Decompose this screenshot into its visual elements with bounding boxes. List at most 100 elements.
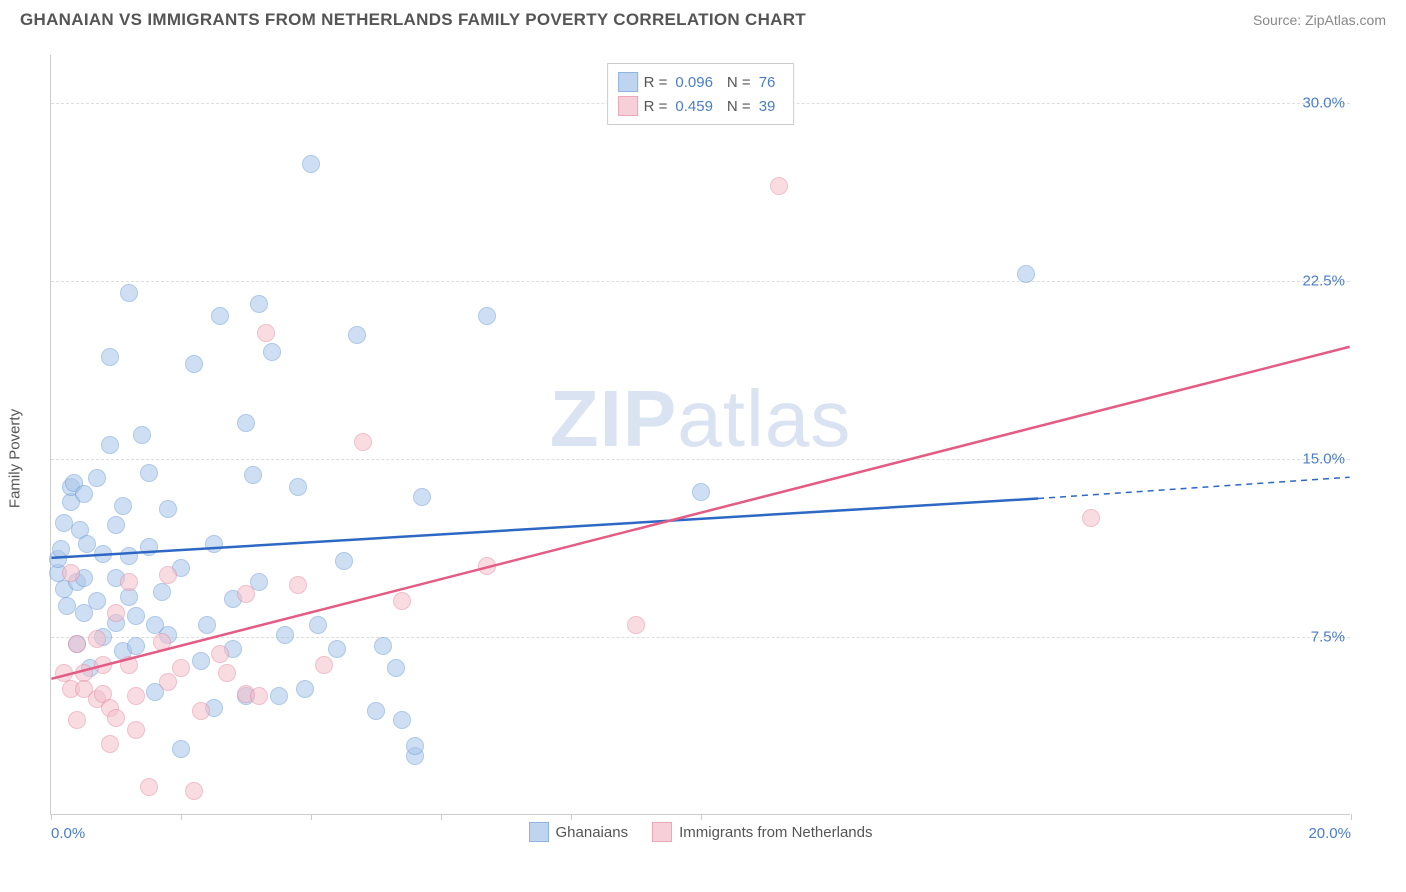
data-point (120, 573, 138, 591)
data-point (276, 626, 294, 644)
x-tick (571, 814, 572, 820)
data-point (120, 547, 138, 565)
data-point (309, 616, 327, 634)
data-point (140, 778, 158, 796)
data-point (406, 737, 424, 755)
r-label: R = (644, 74, 668, 91)
data-point (393, 711, 411, 729)
x-tick (441, 814, 442, 820)
n-label: N = (727, 74, 751, 91)
data-point (1017, 265, 1035, 283)
watermark: ZIPatlas (550, 373, 851, 465)
data-point (153, 583, 171, 601)
plot-area: ZIPatlas 7.5%15.0%22.5%30.0%0.0%20.0%R =… (50, 55, 1350, 815)
data-point (68, 711, 86, 729)
data-point (127, 721, 145, 739)
data-point (770, 177, 788, 195)
data-point (478, 307, 496, 325)
data-point (75, 664, 93, 682)
legend-stats-row: R = 0.459 N = 39 (618, 94, 784, 118)
x-tick-label: 0.0% (51, 825, 85, 842)
data-point (257, 324, 275, 342)
data-point (172, 740, 190, 758)
data-point (335, 552, 353, 570)
data-point (107, 709, 125, 727)
legend-swatch (618, 72, 638, 92)
chart-title: GHANAIAN VS IMMIGRANTS FROM NETHERLANDS … (20, 10, 806, 30)
grid-line (51, 637, 1350, 638)
data-point (237, 414, 255, 432)
y-tick-label: 30.0% (1302, 94, 1345, 111)
data-point (101, 348, 119, 366)
watermark-light: atlas (677, 374, 851, 463)
chart-container: Family Poverty ZIPatlas 7.5%15.0%22.5%30… (50, 55, 1390, 845)
source-attribution: Source: ZipAtlas.com (1253, 12, 1386, 28)
data-point (478, 557, 496, 575)
data-point (218, 664, 236, 682)
data-point (78, 535, 96, 553)
data-point (250, 295, 268, 313)
legend-swatch (618, 96, 638, 116)
data-point (107, 604, 125, 622)
data-point (296, 680, 314, 698)
data-point (140, 538, 158, 556)
legend-series-label: Ghanaians (556, 824, 629, 841)
legend-swatch (652, 822, 672, 842)
data-point (120, 284, 138, 302)
y-axis-label: Family Poverty (7, 409, 24, 508)
data-point (172, 659, 190, 677)
legend-series-label: Immigrants from Netherlands (679, 824, 872, 841)
data-point (374, 637, 392, 655)
data-point (107, 516, 125, 534)
data-point (127, 637, 145, 655)
grid-line (51, 281, 1350, 282)
data-point (120, 656, 138, 674)
n-label: N = (727, 98, 751, 115)
data-point (192, 702, 210, 720)
data-point (328, 640, 346, 658)
data-point (244, 466, 262, 484)
data-point (393, 592, 411, 610)
data-point (88, 630, 106, 648)
data-point (250, 687, 268, 705)
data-point (133, 426, 151, 444)
data-point (68, 635, 86, 653)
data-point (211, 645, 229, 663)
r-value: 0.459 (675, 98, 713, 115)
data-point (263, 343, 281, 361)
data-point (185, 782, 203, 800)
data-point (94, 656, 112, 674)
legend-swatch (529, 822, 549, 842)
data-point (153, 633, 171, 651)
legend-series-item: Immigrants from Netherlands (652, 822, 872, 842)
r-value: 0.096 (675, 74, 713, 91)
data-point (55, 664, 73, 682)
x-tick (311, 814, 312, 820)
watermark-bold: ZIP (550, 374, 677, 463)
legend-series: Ghanaians Immigrants from Netherlands (529, 822, 873, 842)
data-point (127, 687, 145, 705)
data-point (205, 535, 223, 553)
n-value: 76 (759, 74, 776, 91)
data-point (101, 735, 119, 753)
data-point (289, 576, 307, 594)
x-tick-label: 20.0% (1308, 825, 1351, 842)
y-tick-label: 15.0% (1302, 450, 1345, 467)
legend-series-item: Ghanaians (529, 822, 629, 842)
data-point (354, 433, 372, 451)
data-point (185, 355, 203, 373)
n-value: 39 (759, 98, 776, 115)
legend-stats-row: R = 0.096 N = 76 (618, 70, 784, 94)
data-point (367, 702, 385, 720)
data-point (413, 488, 431, 506)
x-tick (1351, 814, 1352, 820)
data-point (101, 436, 119, 454)
x-tick (51, 814, 52, 820)
data-point (52, 540, 70, 558)
data-point (270, 687, 288, 705)
data-point (315, 656, 333, 674)
data-point (62, 564, 80, 582)
data-point (387, 659, 405, 677)
data-point (127, 607, 145, 625)
r-label: R = (644, 98, 668, 115)
